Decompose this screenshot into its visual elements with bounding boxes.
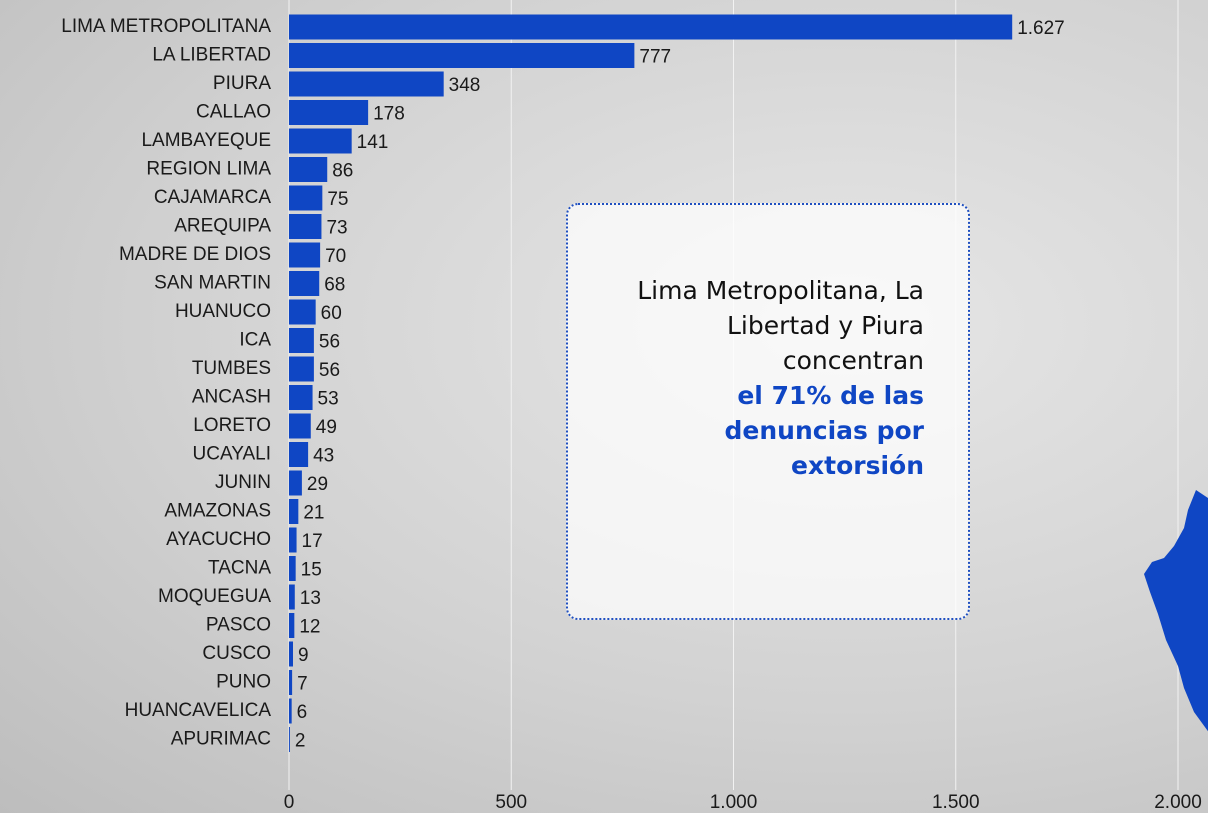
annotation-box: Lima Metropolitana, La Libertad y Piura … <box>566 203 970 620</box>
annotation-highlight: el 71% de las denuncias por extorsión <box>724 378 924 483</box>
y-tick-label: LAMBAYEQUE <box>141 130 271 151</box>
data-label: 68 <box>324 275 345 296</box>
bar <box>289 613 294 638</box>
bar <box>289 214 321 239</box>
bar <box>289 271 319 296</box>
data-label: 21 <box>303 503 324 524</box>
bar <box>289 243 320 268</box>
data-label: 9 <box>298 645 309 666</box>
data-label: 141 <box>357 132 389 153</box>
data-label: 777 <box>639 47 671 68</box>
data-label: 178 <box>373 104 405 125</box>
bar <box>289 15 1012 40</box>
y-tick-label: LIMA METROPOLITANA <box>61 16 271 37</box>
y-tick-label: LA LIBERTAD <box>152 45 271 66</box>
y-tick-label: AYACUCHO <box>166 529 271 550</box>
data-label: 29 <box>307 474 328 495</box>
bar <box>289 699 292 724</box>
bar <box>289 471 302 496</box>
bar <box>289 129 352 154</box>
y-tick-label: HUANUCO <box>175 301 271 322</box>
bar <box>289 43 634 68</box>
data-label: 7 <box>297 674 308 695</box>
bar <box>289 442 308 467</box>
y-tick-label: PASCO <box>206 615 271 636</box>
bar <box>289 300 316 325</box>
y-tick-label: CAJAMARCA <box>154 187 272 208</box>
data-label: 73 <box>326 218 347 239</box>
y-tick-label: LORETO <box>193 415 271 436</box>
y-tick-label: JUNIN <box>215 472 271 493</box>
bar <box>289 556 296 581</box>
bar <box>289 385 313 410</box>
y-tick-label: PIURA <box>213 73 271 94</box>
bar <box>289 357 314 382</box>
bar <box>289 499 298 524</box>
annotation-text: Lima Metropolitana, La Libertad y Piura … <box>614 273 924 483</box>
y-tick-label: TACNA <box>208 558 271 579</box>
y-tick-label: TUMBES <box>192 358 271 379</box>
bar <box>289 72 444 97</box>
data-label: 86 <box>332 161 353 182</box>
y-tick-label: PUNO <box>216 672 271 693</box>
y-tick-label: APURIMAC <box>171 729 271 750</box>
annotation: Lima Metropolitana, La Libertad y Piura … <box>637 276 924 375</box>
bar <box>289 670 292 695</box>
bar <box>289 414 311 439</box>
bar <box>289 528 297 553</box>
page: 0 500 1.000 1.500 2.000 LIMA METROPOLITANA 1.6… <box>0 0 1208 813</box>
y-tick-label: ANCASH <box>192 387 271 408</box>
y-tick-label: CUSCO <box>202 643 271 664</box>
data-label: 15 <box>301 560 322 581</box>
data-label: 53 <box>318 389 339 410</box>
bar <box>289 585 295 610</box>
x-tick-label: 500 <box>495 792 527 813</box>
y-tick-label: MOQUEGUA <box>158 586 271 607</box>
data-label: 43 <box>313 446 334 467</box>
data-label: 60 <box>321 303 342 324</box>
bar <box>289 328 314 353</box>
bar <box>289 186 322 211</box>
bar <box>289 100 368 125</box>
bar <box>289 642 293 667</box>
bar <box>289 157 327 182</box>
data-label: 70 <box>325 246 346 267</box>
y-tick-label: SAN MARTIN <box>154 273 271 294</box>
y-tick-label: HUANCAVELICA <box>125 700 272 721</box>
y-tick-label: AMAZONAS <box>164 501 271 522</box>
y-tick-label: CALLAO <box>196 102 271 123</box>
x-tick-label: 2.000 <box>1154 792 1202 813</box>
data-label: 56 <box>319 360 340 381</box>
data-label: 49 <box>316 417 337 438</box>
data-label: 12 <box>299 617 320 638</box>
x-tick-label: 0 <box>284 792 295 813</box>
data-label: 348 <box>449 75 481 96</box>
data-label: 6 <box>297 702 308 723</box>
y-tick-label: AREQUIPA <box>174 216 271 237</box>
y-tick-label: MADRE DE DIOS <box>119 244 271 265</box>
x-tick-label: 1.500 <box>932 792 980 813</box>
bar <box>289 727 290 752</box>
data-label: 56 <box>319 332 340 353</box>
data-label: 17 <box>302 531 323 552</box>
data-label: 75 <box>327 189 348 210</box>
data-label: 2 <box>295 731 306 752</box>
y-tick-label: ICA <box>239 330 271 351</box>
y-tick-label: UCAYALI <box>193 444 272 465</box>
data-label: 13 <box>300 588 321 609</box>
data-label: 1.627 <box>1017 18 1065 39</box>
x-tick-label: 1.000 <box>710 792 758 813</box>
y-tick-label: REGION LIMA <box>146 159 271 180</box>
peru-map <box>1144 488 1208 768</box>
